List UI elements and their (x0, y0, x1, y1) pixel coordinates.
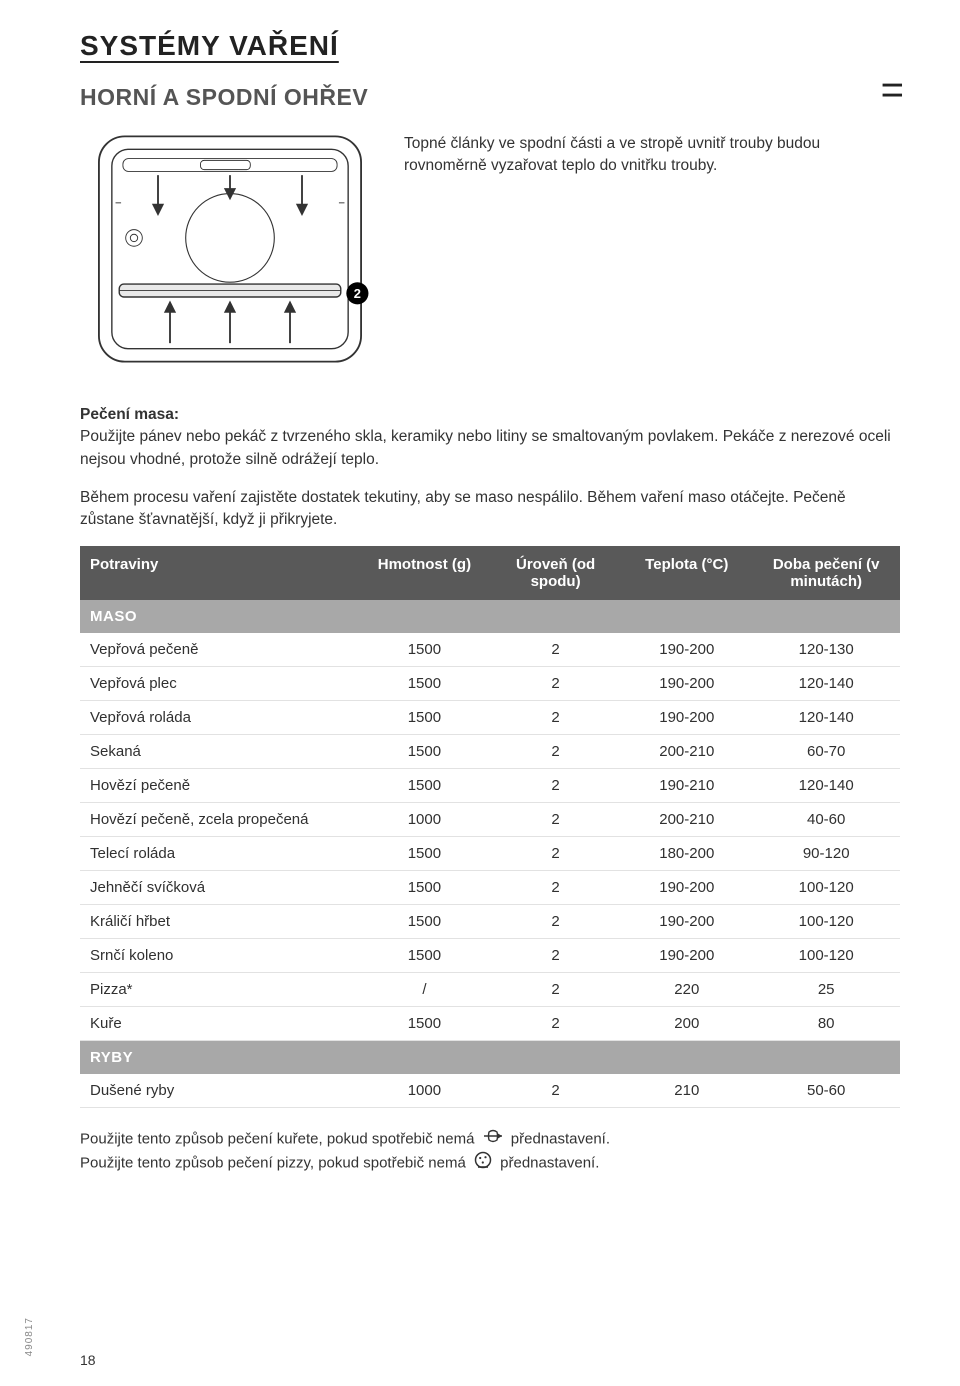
table-row: Hovězí pečeně15002190-210120-140 (80, 768, 900, 802)
mode-icon: = (881, 80, 900, 100)
table-row: Kuře1500220080 (80, 1006, 900, 1040)
col-time: Doba pečení (v minutách) (752, 546, 900, 600)
table-row: Srnčí koleno15002190-200100-120 (80, 938, 900, 972)
col-weight: Hmotnost (g) (359, 546, 490, 600)
page-number: 18 (80, 1352, 96, 1368)
table-row: Vepřová pečeně15002190-200120-130 (80, 633, 900, 667)
table-row: Telecí roláda15002180-20090-120 (80, 836, 900, 870)
process-paragraph: Během procesu vaření zajistěte dostatek … (80, 487, 900, 532)
meat-paragraph: Pečení masa: Použijte pánev nebo pekáč z… (80, 404, 900, 471)
doc-code: 490817 (24, 1317, 35, 1356)
table-row: Pizza*/222025 (80, 972, 900, 1006)
table-section-label: RYBY (80, 1040, 900, 1074)
page-title: SYSTÉMY VAŘENÍ (80, 30, 900, 62)
cooking-table: Potraviny Hmotnost (g) Úroveň (od spodu)… (80, 546, 900, 1108)
rotisserie-icon (483, 1128, 503, 1151)
col-food: Potraviny (80, 546, 359, 600)
table-row: Jehněčí svíčková15002190-200100-120 (80, 870, 900, 904)
footnotes: Použijte tento způsob pečení kuřete, pok… (80, 1128, 900, 1176)
table-row: Dušené ryby1000221050-60 (80, 1074, 900, 1108)
table-row: Vepřová plec15002190-200120-140 (80, 666, 900, 700)
oven-level-badge: 2 (354, 286, 361, 301)
section-subtitle: HORNÍ A SPODNÍ OHŘEV (80, 84, 368, 111)
table-row: Králičí hřbet15002190-200100-120 (80, 904, 900, 938)
table-row: Sekaná15002200-21060-70 (80, 734, 900, 768)
col-temp: Teplota (°C) (621, 546, 752, 600)
intro-text: Topné články ve spodní části a ve stropě… (404, 129, 900, 178)
table-row: Hovězí pečeně, zcela propečená10002200-2… (80, 802, 900, 836)
col-level: Úroveň (od spodu) (490, 546, 621, 600)
pizza-icon (474, 1151, 492, 1176)
table-row: Vepřová roláda15002190-200120-140 (80, 700, 900, 734)
oven-diagram: 2 (80, 129, 380, 374)
table-section-label: MASO (80, 600, 900, 633)
